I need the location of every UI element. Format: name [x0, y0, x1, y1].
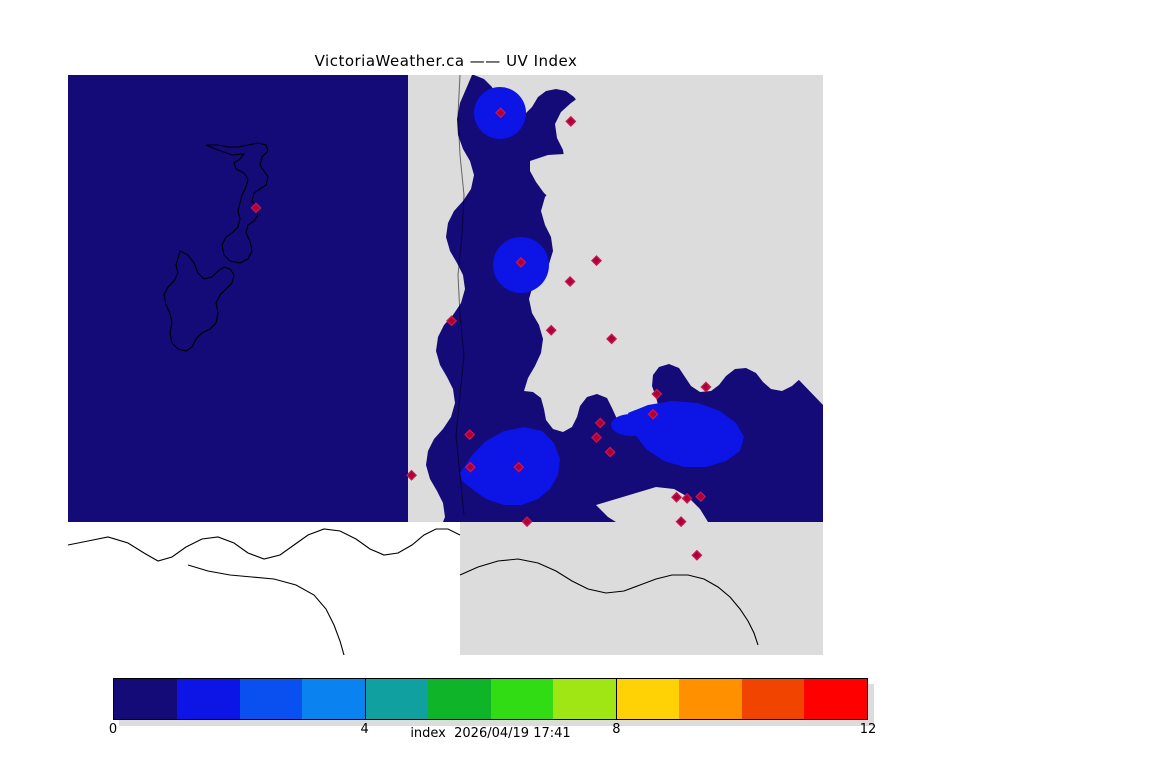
station-marker[interactable]: [464, 429, 476, 441]
colorbar-segment-8[interactable]: [616, 679, 679, 719]
station-marker[interactable]: [604, 446, 616, 458]
colorbar-segment-3[interactable]: [302, 679, 365, 719]
station-marker[interactable]: [521, 516, 533, 528]
colorbar-segments[interactable]: [113, 678, 868, 720]
station-marker[interactable]: [691, 549, 703, 561]
station-marker[interactable]: [564, 275, 576, 287]
colorbar[interactable]: 0 4 8 12: [109, 678, 876, 737]
colorbar-segment-4[interactable]: [365, 679, 428, 719]
colorbar-segment-7[interactable]: [553, 679, 616, 719]
colorbar-segment-2[interactable]: [239, 679, 303, 719]
station-marker[interactable]: [594, 417, 606, 429]
south-coastline: [68, 528, 759, 655]
uv-index-map[interactable]: [68, 75, 823, 655]
colorbar-label-0: 0: [108, 722, 118, 737]
station-marker[interactable]: [591, 432, 602, 443]
station-markers[interactable]: [250, 107, 712, 561]
colorbar-segment-6[interactable]: [490, 679, 554, 719]
island-outlines: [163, 142, 269, 352]
uv-level-1-patches: [460, 87, 744, 505]
station-marker[interactable]: [651, 388, 663, 400]
station-marker[interactable]: [565, 115, 577, 127]
colorbar-segment-5[interactable]: [427, 679, 491, 719]
station-marker[interactable]: [647, 408, 659, 420]
station-marker[interactable]: [446, 315, 458, 327]
colorbar-caption: index 2026/04/19 17:41: [410, 726, 571, 741]
uv-map-final: [68, 75, 823, 655]
station-marker[interactable]: [675, 516, 687, 528]
page-title: VictoriaWeather.ca —— UV Index: [314, 52, 578, 70]
station-marker[interactable]: [515, 256, 527, 268]
station-marker[interactable]: [681, 492, 693, 504]
station-marker[interactable]: [250, 202, 262, 214]
station-marker[interactable]: [464, 461, 476, 473]
station-marker[interactable]: [671, 491, 683, 503]
colorbar-tick-8: [616, 678, 618, 720]
station-marker[interactable]: [606, 333, 618, 345]
station-marker[interactable]: [513, 461, 525, 473]
colorbar-label-8: 8: [612, 722, 621, 737]
colorbar-segment-0[interactable]: [114, 679, 177, 719]
station-marker[interactable]: [695, 491, 707, 503]
coastline-detail: [455, 75, 465, 516]
station-marker[interactable]: [495, 107, 507, 119]
colorbar-segment-10[interactable]: [741, 679, 805, 719]
station-marker[interactable]: [545, 324, 557, 336]
colorbar-tick-4: [364, 678, 366, 720]
colorbar-label-4: 4: [360, 722, 369, 737]
colorbar-label-12: 12: [859, 722, 877, 737]
colorbar-segment-11[interactable]: [804, 679, 867, 719]
colorbar-segment-1[interactable]: [176, 679, 240, 719]
map-canvas: [68, 75, 823, 655]
station-marker[interactable]: [406, 469, 418, 481]
colorbar-segment-9[interactable]: [678, 679, 742, 719]
station-marker[interactable]: [591, 255, 602, 267]
station-marker[interactable]: [700, 381, 712, 393]
